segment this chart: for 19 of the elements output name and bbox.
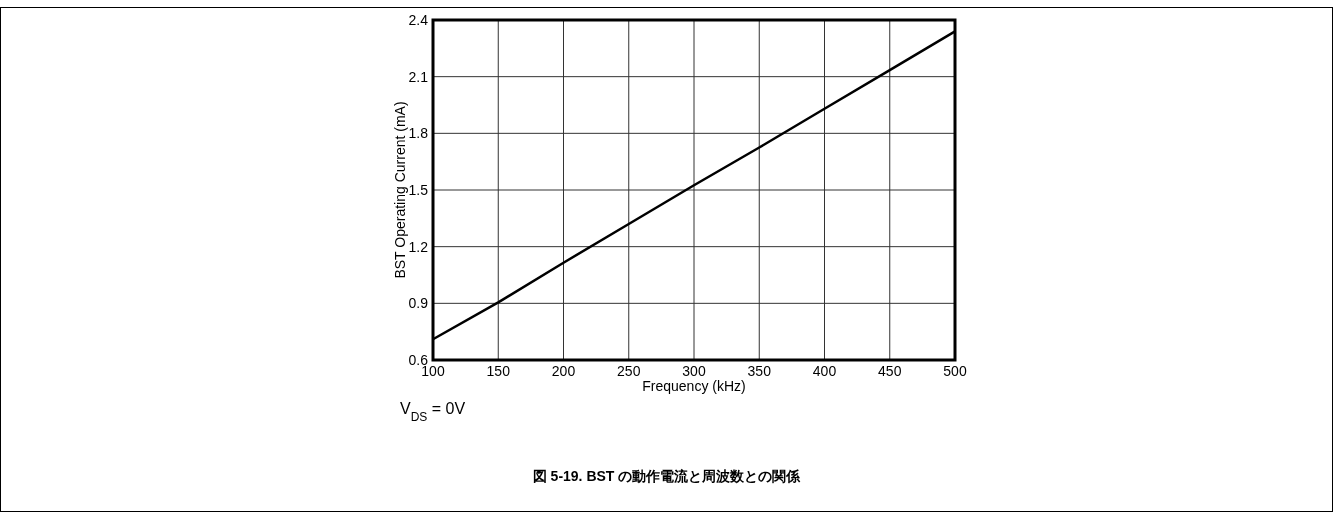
y-tick-label: 1.2: [408, 238, 429, 255]
x-tick-label: 300: [682, 363, 706, 379]
x-tick-label: 200: [551, 363, 576, 379]
y-axis-title: BST Operating Current (mA): [392, 101, 408, 279]
x-tick-label: 450: [878, 363, 902, 379]
x-tick-label: 250: [617, 363, 641, 379]
text: 図 5-19. BST の動作電流と周波数との関係: [532, 468, 802, 484]
x-tick-label: 400: [812, 363, 837, 379]
x-tick-label: 350: [747, 363, 772, 379]
x-axis-title: Frequency (kHz): [642, 378, 746, 394]
y-tick-label: 1.8: [408, 125, 429, 142]
y-tick-label: 2.1: [408, 68, 429, 85]
x-tick-label: 150: [486, 363, 511, 379]
text: V$_{DS}$ = 0V: [400, 400, 466, 424]
y-tick-label: 2.4: [408, 12, 429, 28]
y-tick-label: 0.9: [408, 295, 429, 312]
y-tick-label: 0.6: [408, 352, 429, 368]
y-tick-label: 1.5: [408, 182, 429, 198]
x-tick-label: 500: [943, 363, 967, 379]
